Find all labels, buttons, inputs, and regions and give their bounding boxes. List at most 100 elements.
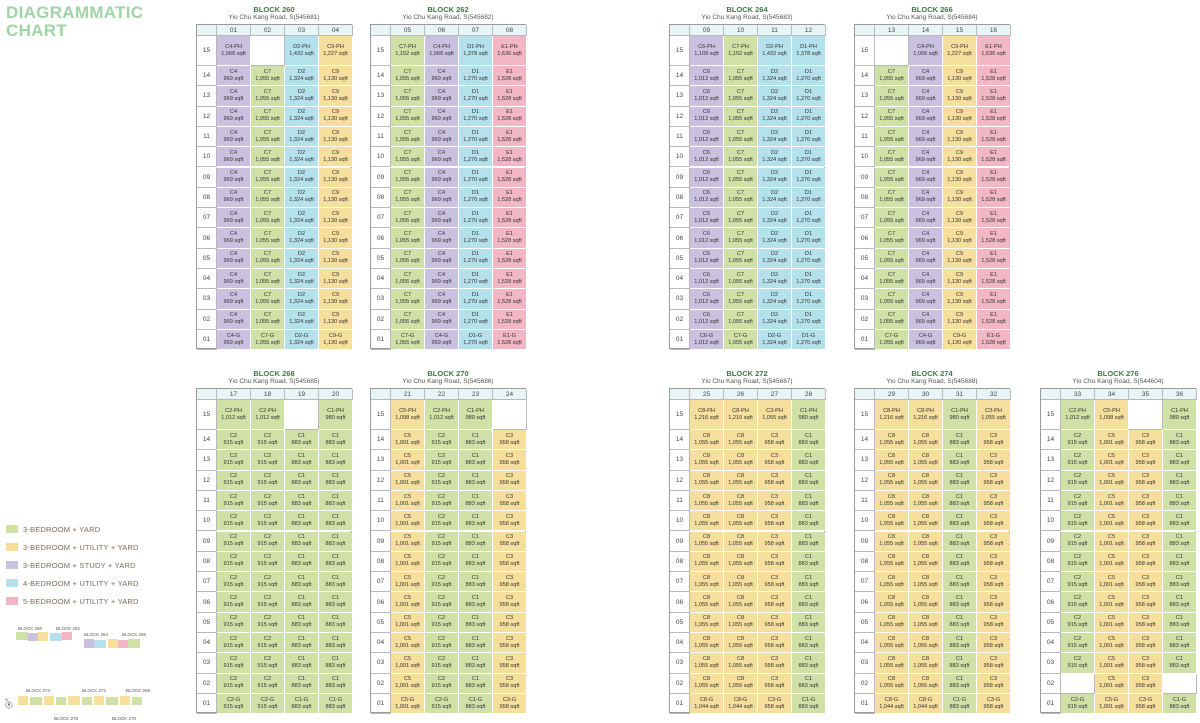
unit-cell: C1 883 sqft xyxy=(943,612,977,633)
unit-cell: D1 1,270 sqft xyxy=(792,309,826,330)
unit-type: C4 xyxy=(437,149,446,156)
floor-label: 02 xyxy=(855,673,875,694)
unit-area: 1,055 sqft xyxy=(728,319,753,326)
unit-type: C7 xyxy=(887,231,896,238)
unit-cell: C3 958 sqft xyxy=(758,511,792,532)
unit-cell: C9 1,130 sqft xyxy=(319,66,353,87)
unit-type: C1 xyxy=(471,574,480,581)
block-name: BLOCK 272 xyxy=(726,369,768,378)
unit-type: C7 xyxy=(263,291,272,298)
unit-type: C2-PH xyxy=(259,407,276,414)
unit-area: 915 sqft xyxy=(257,541,278,548)
unit-cell: C7 1,055 sqft xyxy=(875,208,909,229)
unit-type: D2 xyxy=(770,170,779,177)
unit-cell: C8 1,055 sqft xyxy=(875,450,909,471)
unit-type: C8-PH xyxy=(917,407,934,414)
unit-area: 1,270 sqft xyxy=(463,319,488,326)
unit-type: C1 xyxy=(955,676,964,683)
unit-cell: C3 958 sqft xyxy=(493,531,527,552)
unit-area: 883 sqft xyxy=(465,459,486,466)
unit-type: C2 xyxy=(1073,473,1082,480)
block-262: BLOCK 262 Yio Chu Kang Road, S(545682) 05 0… xyxy=(370,5,527,351)
unit-cell: C5-G 1,001 sqft xyxy=(1095,693,1129,715)
unit-cell: E1 1,528 sqft xyxy=(493,248,527,269)
unit-type: C7 xyxy=(887,170,896,177)
unit-area: 958 sqft xyxy=(499,581,520,588)
unit-cell: C5 1,001 sqft xyxy=(391,551,425,573)
unit-cell: C9 1,130 sqft xyxy=(943,269,977,290)
unit-type: C4 xyxy=(437,210,446,217)
unit-type: C7 xyxy=(887,109,896,116)
unit-cell: C4 969 sqft xyxy=(217,66,251,87)
unit-cell: E1-PH 1,636 sqft xyxy=(977,36,1011,66)
unit-type: C5 xyxy=(1107,635,1116,642)
unit-area: 1,012 sqft xyxy=(694,298,719,305)
unit-area: 883 sqft xyxy=(798,439,819,446)
unit-type: C1 xyxy=(804,574,813,581)
unit-cell: C8-PH 1,216 sqft xyxy=(690,400,724,430)
unit-area: 915 sqft xyxy=(431,439,452,446)
floor-label: 08 xyxy=(1041,551,1061,573)
unit-cell: C2 915 sqft xyxy=(251,653,285,674)
unit-area: 883 sqft xyxy=(1169,642,1190,649)
unit-cell: E1 1,528 sqft xyxy=(977,289,1011,310)
floor-label: 03 xyxy=(855,653,875,674)
unit-cell: C4 969 sqft xyxy=(217,167,251,188)
unit-area: 883 sqft xyxy=(465,581,486,588)
unit-cell: C4 969 sqft xyxy=(909,86,943,107)
unit-cell: C4 969 sqft xyxy=(909,228,943,249)
unit-cell: C8 1,055 sqft xyxy=(909,531,943,552)
unit-cell: C1 883 sqft xyxy=(792,633,826,654)
unit-type: C3 xyxy=(989,432,998,439)
unit-cell: C1 883 sqft xyxy=(319,430,353,451)
unit-type: C1 xyxy=(955,615,964,622)
unit-area: 1,528 sqft xyxy=(497,116,522,123)
floor-label: 03 xyxy=(1041,653,1061,674)
unit-cell: C4 969 sqft xyxy=(217,86,251,107)
unit-cell: C4 969 sqft xyxy=(909,269,943,290)
unit-cell: C7 1,055 sqft xyxy=(724,147,758,168)
floor-label: 01 xyxy=(670,329,690,351)
unit-type: C1 xyxy=(471,473,480,480)
unit-type: C1-PH xyxy=(800,407,817,414)
unit-area: 1,324 sqft xyxy=(289,177,314,184)
legend-swatch xyxy=(6,543,18,551)
unit-area: 915 sqft xyxy=(431,561,452,568)
unit-type: C6 xyxy=(702,88,711,95)
unit-cell: C4-PH 1,066 sqft xyxy=(909,36,943,66)
unit-type: C9 xyxy=(331,210,340,217)
unit-type: C4 xyxy=(437,312,446,319)
unit-cell: C9 1,130 sqft xyxy=(943,86,977,107)
unit-type: C1 xyxy=(297,574,306,581)
unit-cell: C1 883 sqft xyxy=(943,450,977,471)
unit-cell: D1-G 1,270 sqft xyxy=(459,329,493,351)
unit-type: E1 xyxy=(506,231,513,238)
unit-area: 1,055 sqft xyxy=(694,642,719,649)
unit-area: 883 sqft xyxy=(949,683,970,690)
unit-cell: C3 958 sqft xyxy=(758,430,792,451)
unit-type: C1 xyxy=(955,554,964,561)
unit-type: C5-G xyxy=(400,696,415,703)
unit-cell: C1 883 sqft xyxy=(459,673,493,694)
unit-cell: C4 969 sqft xyxy=(425,208,459,229)
unit-area: 1,324 sqft xyxy=(762,298,787,305)
block-header: BLOCK 270 Yio Chu Kang Road, S(545686) xyxy=(370,369,526,386)
unit-type: C3 xyxy=(770,574,779,581)
unit-cell: C2 915 sqft xyxy=(425,470,459,491)
unit-type: C7 xyxy=(403,210,412,217)
stack-number: 31 xyxy=(943,389,977,400)
unit-type: C2 xyxy=(437,513,446,520)
unit-area: 883 sqft xyxy=(465,683,486,690)
unit-area: 958 sqft xyxy=(1135,581,1156,588)
unit-cell: C1-G 883 sqft xyxy=(943,693,977,715)
unit-type: C3-PH xyxy=(985,407,1002,414)
unit-area: 1,432 sqft xyxy=(762,50,787,57)
unit-type: E1 xyxy=(506,68,513,75)
floor-label: 10 xyxy=(371,147,391,168)
floor-label: 14 xyxy=(670,430,690,451)
unit-cell: C2 915 sqft xyxy=(425,572,459,593)
unit-type: C8 xyxy=(736,595,745,602)
unit-area: 883 sqft xyxy=(1169,602,1190,609)
unit-area: 958 sqft xyxy=(499,662,520,669)
unit-type: C7 xyxy=(736,68,745,75)
